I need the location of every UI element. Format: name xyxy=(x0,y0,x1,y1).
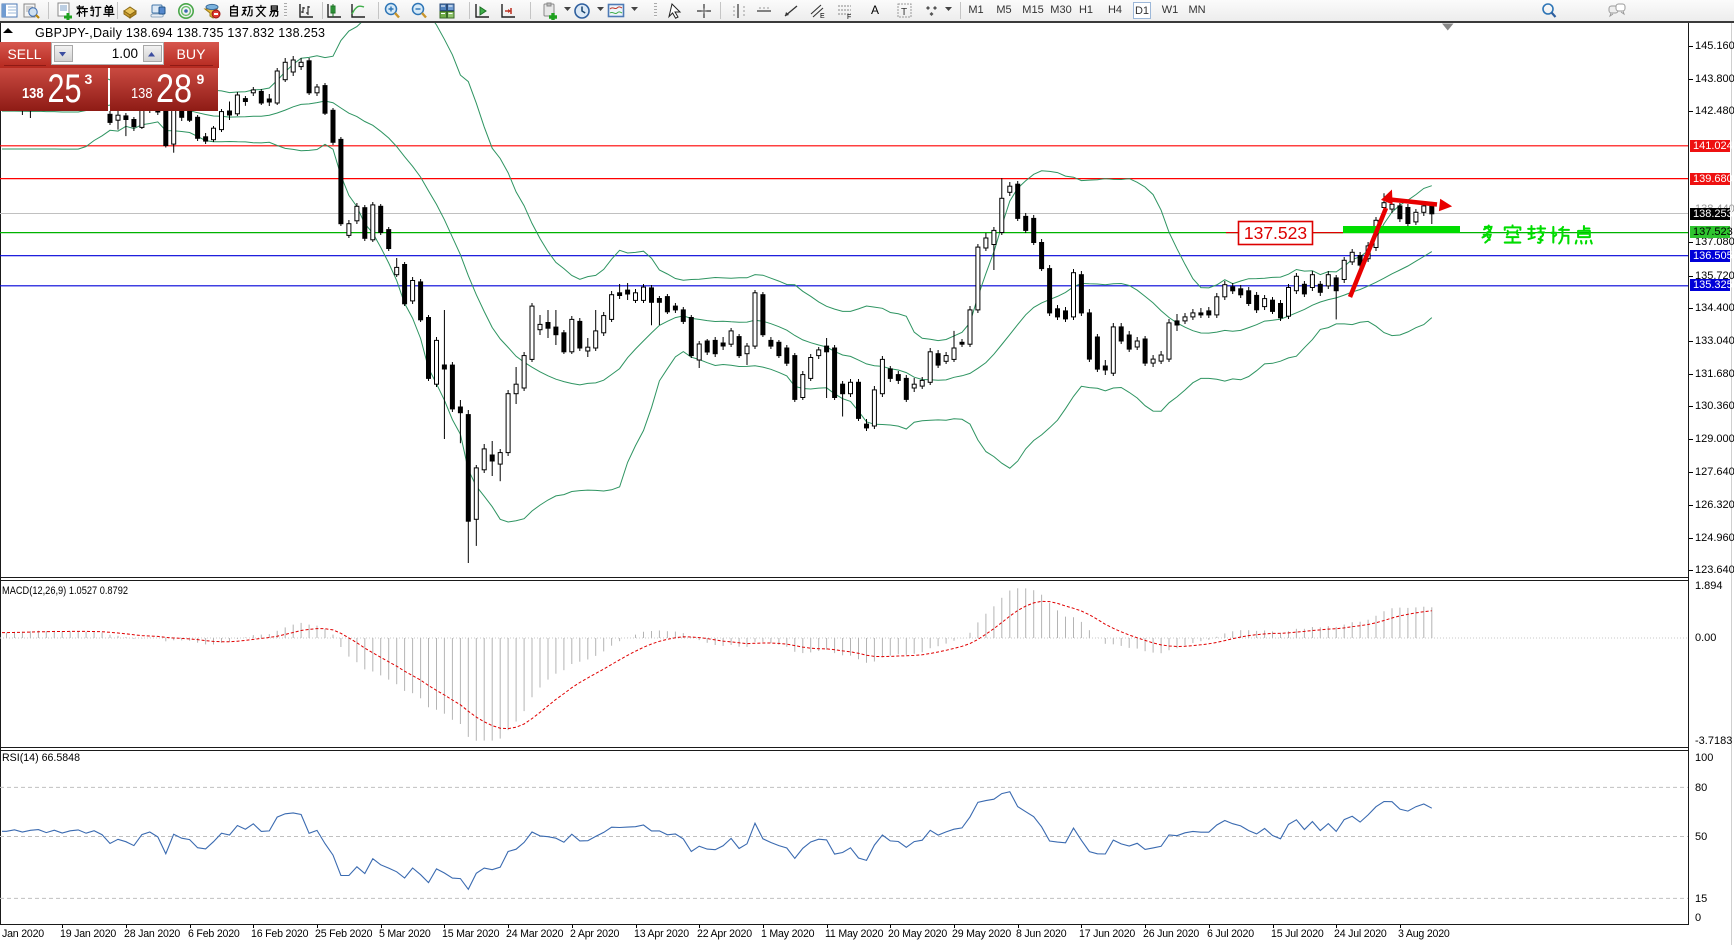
svg-text:E: E xyxy=(820,13,825,20)
svg-text:SELL: SELL xyxy=(8,47,42,62)
svg-text:BUY: BUY xyxy=(177,47,206,62)
svg-text:RSI(14) 66.5848: RSI(14) 66.5848 xyxy=(2,752,80,764)
svg-text:25: 25 xyxy=(48,67,82,111)
svg-text:3: 3 xyxy=(85,71,93,87)
svg-text:28: 28 xyxy=(156,67,192,111)
svg-text:F: F xyxy=(847,14,851,20)
svg-text:137.523: 137.523 xyxy=(1244,223,1307,243)
svg-text:GBPJPY-,Daily 138.694 138.735: GBPJPY-,Daily 138.694 138.735 137.832 13… xyxy=(35,26,325,40)
svg-text:1.00: 1.00 xyxy=(112,47,138,62)
svg-text:9: 9 xyxy=(197,71,205,87)
svg-text:138: 138 xyxy=(22,86,44,103)
svg-text:138: 138 xyxy=(131,86,153,103)
svg-text:MACD(12,26,9) 1.0527 0.8792: MACD(12,26,9) 1.0527 0.8792 xyxy=(2,585,128,597)
svg-text:T: T xyxy=(901,7,907,18)
